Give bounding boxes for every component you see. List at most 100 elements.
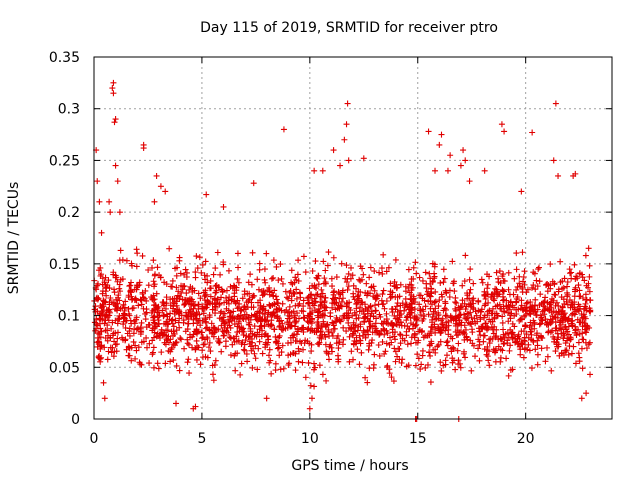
data-point bbox=[357, 321, 364, 328]
data-point bbox=[227, 352, 234, 359]
data-point bbox=[101, 320, 108, 327]
data-point bbox=[377, 313, 384, 320]
data-point bbox=[576, 303, 583, 310]
data-point bbox=[193, 253, 200, 260]
data-point bbox=[484, 285, 491, 292]
data-point bbox=[405, 266, 412, 273]
data-point bbox=[534, 361, 541, 368]
data-point bbox=[206, 326, 213, 333]
data-point bbox=[350, 290, 357, 297]
data-point bbox=[417, 366, 424, 373]
data-point bbox=[442, 312, 449, 319]
data-point bbox=[261, 311, 268, 318]
data-point bbox=[513, 250, 520, 257]
data-point bbox=[380, 287, 387, 294]
data-point bbox=[311, 383, 318, 390]
data-point bbox=[585, 245, 592, 252]
data-point bbox=[398, 359, 405, 366]
data-point bbox=[428, 340, 435, 347]
data-point bbox=[105, 348, 112, 355]
data-point bbox=[110, 353, 117, 360]
data-point bbox=[268, 289, 275, 296]
data-point bbox=[125, 294, 132, 301]
data-point bbox=[343, 121, 350, 128]
data-point bbox=[341, 136, 348, 143]
data-point bbox=[435, 309, 442, 316]
data-point bbox=[457, 311, 464, 318]
data-point bbox=[404, 341, 411, 348]
data-point bbox=[552, 100, 559, 107]
data-point bbox=[480, 338, 487, 345]
data-point bbox=[362, 374, 369, 381]
data-point bbox=[487, 318, 494, 325]
data-point bbox=[176, 324, 183, 331]
y-tick-label: 0.35 bbox=[49, 50, 80, 66]
data-point bbox=[322, 334, 329, 341]
data-point bbox=[482, 320, 489, 327]
data-point bbox=[170, 341, 177, 348]
data-point bbox=[557, 258, 564, 265]
data-point bbox=[114, 300, 121, 307]
data-point bbox=[218, 316, 225, 323]
data-point bbox=[550, 157, 557, 164]
data-point bbox=[253, 316, 260, 323]
data-point bbox=[534, 283, 541, 290]
data-point bbox=[261, 316, 268, 323]
data-point bbox=[318, 312, 325, 319]
data-point bbox=[300, 303, 307, 310]
data-point bbox=[173, 362, 180, 369]
data-point bbox=[442, 287, 449, 294]
data-point bbox=[247, 271, 254, 278]
data-point bbox=[450, 280, 457, 287]
data-point bbox=[440, 362, 447, 369]
data-point bbox=[195, 301, 202, 308]
data-point bbox=[306, 405, 313, 412]
data-point bbox=[554, 314, 561, 321]
data-point bbox=[412, 362, 419, 369]
data-point bbox=[291, 279, 298, 286]
data-point bbox=[561, 310, 568, 317]
data-point bbox=[553, 299, 560, 306]
data-point bbox=[202, 325, 209, 332]
data-point bbox=[99, 290, 106, 297]
data-point bbox=[416, 301, 423, 308]
data-point bbox=[565, 351, 572, 358]
data-point bbox=[321, 305, 328, 312]
data-point bbox=[494, 302, 501, 309]
data-point bbox=[360, 271, 367, 278]
data-point bbox=[467, 309, 474, 316]
data-point bbox=[360, 315, 367, 322]
data-point bbox=[94, 178, 101, 185]
data-point bbox=[227, 309, 234, 316]
data-point bbox=[254, 276, 261, 283]
data-point bbox=[169, 277, 176, 284]
data-point bbox=[371, 268, 378, 275]
data-point bbox=[376, 331, 383, 338]
data-point bbox=[167, 310, 174, 317]
data-point bbox=[192, 269, 199, 276]
data-point bbox=[249, 364, 256, 371]
x-tick-label: 15 bbox=[409, 431, 427, 447]
data-point bbox=[564, 328, 571, 335]
data-point bbox=[437, 329, 444, 336]
data-point bbox=[337, 162, 344, 169]
data-point bbox=[583, 282, 590, 289]
data-point bbox=[235, 318, 242, 325]
data-point bbox=[195, 290, 202, 297]
data-point bbox=[375, 301, 382, 308]
data-point bbox=[152, 323, 159, 330]
data-point bbox=[163, 281, 170, 288]
data-point bbox=[574, 316, 581, 323]
data-point bbox=[136, 279, 143, 286]
data-point bbox=[235, 279, 242, 286]
data-point bbox=[466, 320, 473, 327]
data-point bbox=[547, 320, 554, 327]
data-point bbox=[295, 257, 302, 264]
data-point bbox=[330, 289, 337, 296]
data-point bbox=[304, 318, 311, 325]
data-point bbox=[279, 342, 286, 349]
data-point bbox=[319, 290, 326, 297]
data-point bbox=[168, 317, 175, 324]
data-point bbox=[239, 315, 246, 322]
data-point bbox=[411, 306, 418, 313]
